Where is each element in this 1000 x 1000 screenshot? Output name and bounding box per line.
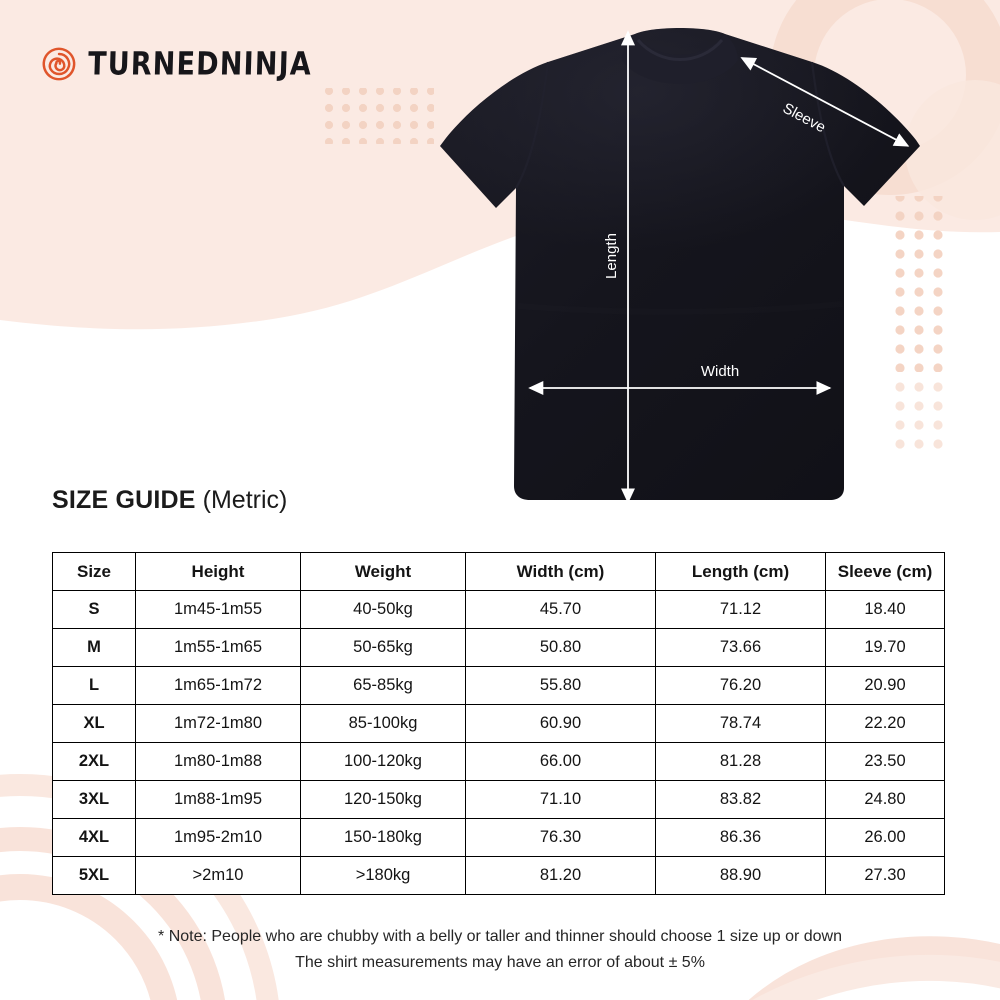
page-title-strong: SIZE GUIDE: [52, 486, 196, 514]
cell-height: 1m80-1m88: [135, 742, 301, 781]
cell-height: 1m55-1m65: [135, 628, 301, 667]
cell-sleeve: 18.40: [825, 590, 945, 629]
note-line-2: The shirt measurements may have an error…: [295, 954, 705, 971]
column-header-width: Width (cm): [465, 552, 656, 591]
cell-width: 50.80: [465, 628, 656, 667]
brand-name: TURNEDNINJA: [87, 45, 313, 83]
cell-size: 5XL: [52, 856, 136, 895]
cell-length: 76.20: [655, 666, 826, 705]
cell-sleeve: 27.30: [825, 856, 945, 895]
cell-sleeve: 19.70: [825, 628, 945, 667]
width-label: Width: [701, 363, 739, 380]
cell-weight: 85-100kg: [300, 704, 466, 743]
cell-width: 71.10: [465, 780, 656, 819]
cell-size: 4XL: [52, 818, 136, 857]
cell-size: XL: [52, 704, 136, 743]
cell-sleeve: 20.90: [825, 666, 945, 705]
cell-height: 1m88-1m95: [135, 780, 301, 819]
page-title-light: (Metric): [195, 486, 288, 514]
shirt-shape: [440, 28, 920, 500]
table-row: S 1m45-1m55 40-50kg 45.70 71.12 18.40: [52, 590, 945, 629]
brand-logo: TURNEDNINJA: [40, 45, 313, 83]
product-diagram: Length Width Sleeve: [420, 18, 940, 518]
cell-length: 73.66: [655, 628, 826, 667]
cell-height: >2m10: [135, 856, 301, 895]
cell-weight: 100-120kg: [300, 742, 466, 781]
cell-height: 1m45-1m55: [135, 590, 301, 629]
cell-width: 66.00: [465, 742, 656, 781]
cell-sleeve: 23.50: [825, 742, 945, 781]
table-row: L 1m65-1m72 65-85kg 55.80 76.20 20.90: [52, 666, 945, 705]
spiral-icon: [42, 47, 76, 81]
cell-weight: 50-65kg: [300, 628, 466, 667]
cell-size: 2XL: [52, 742, 136, 781]
table-row: 3XL 1m88-1m95 120-150kg 71.10 83.82 24.80: [52, 780, 945, 819]
cell-width: 81.20: [465, 856, 656, 895]
cell-size: L: [52, 666, 136, 705]
cell-size: S: [52, 590, 136, 629]
page-title: SIZE GUIDE (Metric): [52, 486, 287, 515]
cell-sleeve: 26.00: [825, 818, 945, 857]
cell-size: M: [52, 628, 136, 667]
table-row: M 1m55-1m65 50-65kg 50.80 73.66 19.70: [52, 628, 945, 667]
cell-sleeve: 22.20: [825, 704, 945, 743]
width-dimension: Width: [528, 363, 832, 396]
table-row: 2XL 1m80-1m88 100-120kg 66.00 81.28 23.50: [52, 742, 945, 781]
size-table: Size Height Weight Width (cm) Length (cm…: [52, 552, 945, 895]
cell-length: 78.74: [655, 704, 826, 743]
cell-size: 3XL: [52, 780, 136, 819]
cell-length: 81.28: [655, 742, 826, 781]
table-row: 5XL >2m10 >180kg 81.20 88.90 27.30: [52, 856, 945, 895]
cell-width: 55.80: [465, 666, 656, 705]
size-table-container: Size Height Weight Width (cm) Length (cm…: [52, 552, 945, 895]
cell-length: 71.12: [655, 590, 826, 629]
cell-weight: 150-180kg: [300, 818, 466, 857]
column-header-weight: Weight: [300, 552, 466, 591]
cell-weight: >180kg: [300, 856, 466, 895]
cell-height: 1m72-1m80: [135, 704, 301, 743]
footnotes: * Note: People who are chubby with a bel…: [0, 924, 1000, 976]
table-row: XL 1m72-1m80 85-100kg 60.90 78.74 22.20: [52, 704, 945, 743]
column-header-height: Height: [135, 552, 301, 591]
cell-weight: 40-50kg: [300, 590, 466, 629]
length-label: Length: [603, 233, 620, 279]
cell-length: 83.82: [655, 780, 826, 819]
column-header-size: Size: [52, 552, 136, 591]
column-header-length: Length (cm): [655, 552, 826, 591]
cell-width: 45.70: [465, 590, 656, 629]
cell-weight: 65-85kg: [300, 666, 466, 705]
table-header-row: Size Height Weight Width (cm) Length (cm…: [52, 552, 945, 591]
cell-length: 86.36: [655, 818, 826, 857]
table-row: 4XL 1m95-2m10 150-180kg 76.30 86.36 26.00: [52, 818, 945, 857]
note-line-1: * Note: People who are chubby with a bel…: [158, 928, 842, 945]
column-header-sleeve: Sleeve (cm): [825, 552, 945, 591]
cell-width: 60.90: [465, 704, 656, 743]
cell-weight: 120-150kg: [300, 780, 466, 819]
cell-height: 1m95-2m10: [135, 818, 301, 857]
cell-length: 88.90: [655, 856, 826, 895]
cell-width: 76.30: [465, 818, 656, 857]
cell-height: 1m65-1m72: [135, 666, 301, 705]
cell-sleeve: 24.80: [825, 780, 945, 819]
